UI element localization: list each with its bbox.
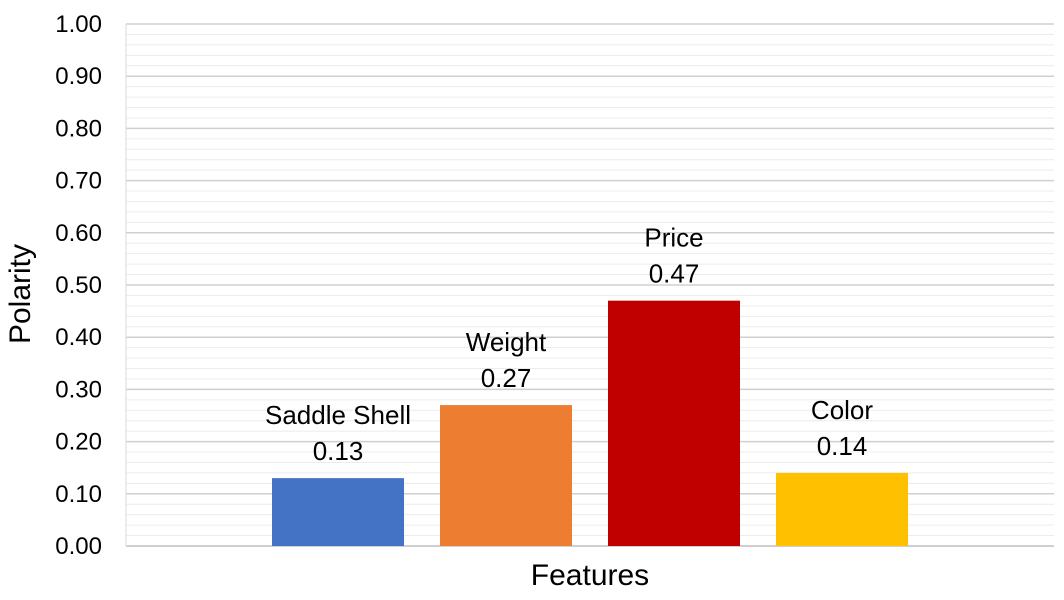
- bar-price: [608, 300, 740, 546]
- y-tick-label: 0.60: [55, 220, 102, 247]
- category-label: Weight: [466, 327, 547, 357]
- value-label: 0.13: [313, 436, 364, 466]
- major-gridlines: [125, 23, 1054, 547]
- y-axis-ticks: 0.00 0.10 0.20 0.30 0.40 0.50 0.60 0.70 0.80 0.90…: [55, 11, 102, 560]
- value-label: 0.47: [649, 259, 700, 289]
- x-axis-title: Features: [531, 559, 649, 592]
- y-tick-label: 0.10: [55, 481, 102, 508]
- y-tick-label: 0.20: [55, 429, 102, 456]
- bar-saddle-shell: [272, 478, 404, 546]
- data-labels-group: Saddle Shell 0.13 Weight 0.27 Price 0.47 Color…: [265, 223, 873, 466]
- y-tick-label: 0.70: [55, 168, 102, 195]
- y-tick-label: 0.80: [55, 115, 102, 142]
- y-tick-label: 0.30: [55, 376, 102, 403]
- y-tick-label: 0.00: [55, 533, 102, 560]
- y-tick-label: 0.50: [55, 272, 102, 299]
- y-tick-label: 1.00: [55, 11, 102, 38]
- y-axis-title: Polarity: [4, 244, 37, 344]
- bars-group: [272, 300, 908, 546]
- category-label: Price: [644, 223, 703, 253]
- bar-weight: [440, 405, 572, 546]
- category-label: Color: [811, 395, 873, 425]
- bar-color: [776, 472, 908, 546]
- y-tick-label: 0.40: [55, 324, 102, 351]
- value-label: 0.27: [481, 363, 532, 393]
- category-label: Saddle Shell: [265, 400, 411, 430]
- y-tick-label: 0.90: [55, 63, 102, 90]
- value-label: 0.14: [817, 431, 868, 461]
